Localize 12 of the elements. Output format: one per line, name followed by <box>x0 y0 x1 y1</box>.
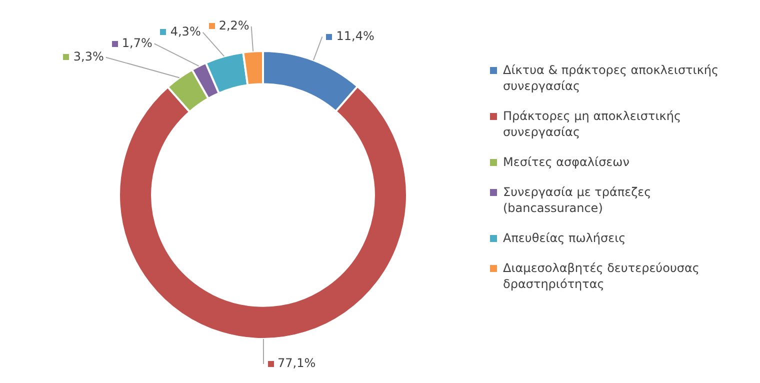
data-label: 4,3% <box>170 24 201 38</box>
data-label: 3,3% <box>73 49 104 64</box>
legend-label: Πράκτορες μη αποκλειστικής συνεργασίας <box>503 108 682 140</box>
data-label: 77,1% <box>278 356 316 370</box>
legend-label: Διαμεσολαβητές δευτερεύουσας δραστηριότητας <box>503 260 700 292</box>
data-label: 11,4% <box>336 28 374 43</box>
data-label: 2,2% <box>218 18 250 33</box>
legend-label: Απευθείας πωλήσεις <box>503 230 626 246</box>
legend-label: Δίκτυα & πράκτορες αποκλειστικής συνεργασίας <box>503 62 720 94</box>
legend-label: Μεσίτες ασφαλίσεων <box>503 154 630 170</box>
data-label: 1,7% <box>122 36 152 50</box>
legend-label: Συνεργασία με τράπεζες (bancassurance) <box>503 184 652 216</box>
